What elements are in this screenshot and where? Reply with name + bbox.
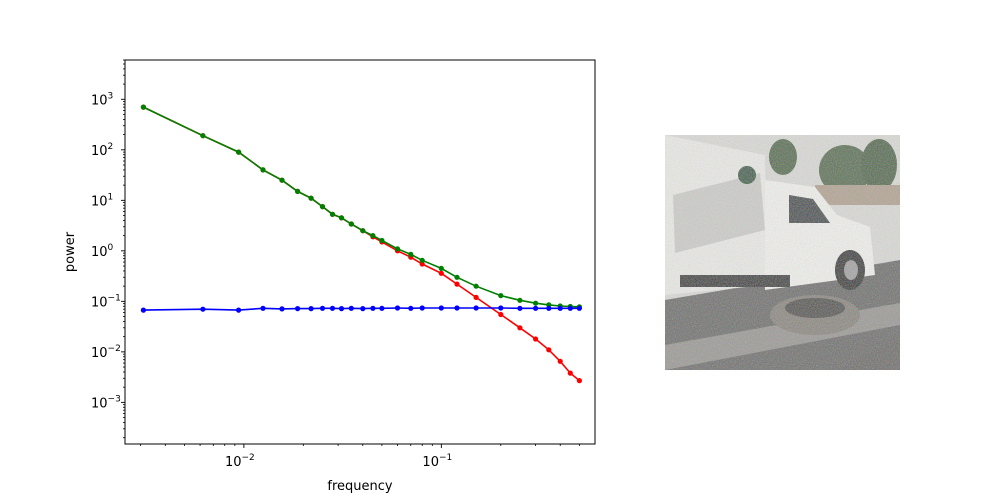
y-tick-label: 102 [91, 142, 113, 159]
planter-opening [785, 298, 845, 318]
x-tick-label: 10−2 [225, 453, 255, 470]
data-point [498, 293, 504, 299]
data-point [348, 221, 354, 227]
data-point [557, 358, 563, 364]
data-point [473, 283, 479, 289]
data-point [370, 305, 376, 311]
data-point [236, 149, 242, 155]
data-point [498, 305, 504, 311]
data-point [279, 177, 285, 183]
data-point [576, 305, 583, 311]
data-point [567, 305, 573, 311]
data-point [533, 300, 539, 306]
data-point [454, 305, 460, 311]
tree-icon [861, 139, 897, 191]
truck-hubcap [844, 260, 858, 280]
data-point [408, 251, 414, 257]
data-point [438, 265, 444, 271]
data-point [473, 305, 479, 311]
y-tick-label: 10−2 [91, 344, 121, 361]
y-tick-label: 103 [91, 91, 113, 108]
data-point [370, 233, 376, 239]
data-point [236, 307, 242, 313]
data-point [517, 325, 523, 331]
data-point [379, 305, 385, 311]
y-tick-label: 10−1 [91, 293, 121, 310]
data-point [533, 305, 539, 311]
data-point [379, 237, 385, 244]
post [840, 335, 900, 370]
data-point [533, 336, 539, 342]
data-point [260, 167, 266, 173]
building [815, 185, 900, 205]
x-tick-label: 10−1 [422, 453, 452, 470]
series-layer [140, 104, 583, 384]
series-line [143, 106, 580, 308]
data-point [348, 305, 354, 311]
stamp-icon [738, 166, 756, 184]
data-point [408, 305, 414, 311]
y-tick-label: 100 [91, 243, 114, 260]
data-point [360, 228, 366, 234]
data-point [360, 306, 366, 312]
data-point [279, 306, 285, 312]
data-point [308, 306, 314, 312]
y-tick-label: 101 [91, 192, 113, 209]
data-point [308, 195, 314, 201]
data-point [576, 378, 583, 384]
tree-icon [819, 145, 871, 195]
y-tick-label: 10−3 [91, 394, 121, 411]
data-point [200, 133, 206, 139]
series-1 [140, 104, 583, 310]
data-point [200, 306, 206, 312]
data-point [454, 281, 460, 287]
data-point [517, 297, 523, 303]
data-point [567, 370, 573, 376]
data-point [546, 305, 552, 311]
series-2 [140, 305, 583, 313]
data-point [517, 305, 523, 311]
x-axis-label: frequency [327, 479, 393, 494]
data-point [394, 305, 401, 311]
data-point [140, 307, 146, 313]
data-point [454, 274, 460, 280]
series-0 [140, 104, 583, 384]
data-point [546, 347, 552, 353]
data-point [419, 305, 425, 311]
truck-window [789, 195, 830, 223]
data-point [319, 204, 326, 210]
series-line [143, 106, 580, 382]
data-point [419, 261, 425, 267]
power-spectrum-axes: 10−2 10−1 10−3 10−2 10−1 100 101 102 103 frequen… [63, 59, 596, 494]
data-point [260, 305, 266, 311]
truck-photo [665, 135, 900, 370]
tree-icon [769, 139, 797, 175]
data-point [473, 294, 479, 300]
data-point [438, 270, 444, 276]
data-point [438, 305, 444, 311]
data-point [338, 306, 345, 312]
data-point [295, 188, 301, 194]
tick-layer: 10−2 10−1 10−3 10−2 10−1 100 101 102 103 [91, 59, 580, 470]
truck-dump-panel [673, 173, 765, 253]
data-point [394, 246, 401, 252]
data-point [338, 215, 345, 221]
plot-frame [124, 59, 596, 445]
data-point [319, 305, 326, 311]
data-point [295, 306, 301, 312]
data-point [329, 305, 336, 311]
y-axis-label: power [63, 231, 78, 272]
data-point [557, 305, 563, 311]
truck-underside [680, 275, 790, 287]
data-point [498, 311, 504, 318]
data-point [419, 257, 425, 263]
data-point [140, 104, 146, 110]
data-point [329, 211, 336, 217]
